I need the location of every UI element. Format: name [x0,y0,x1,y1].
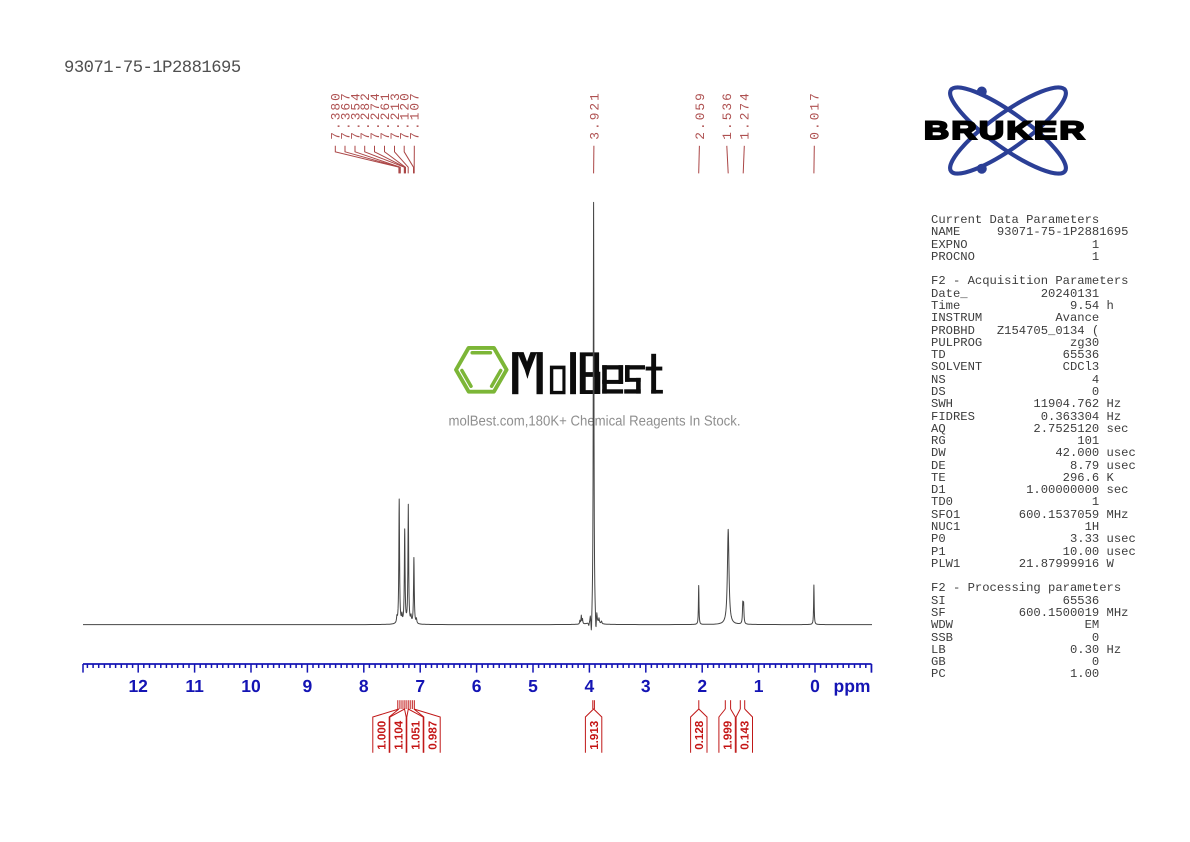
svg-text:2.059: 2.059 [693,93,708,140]
svg-text:3.921: 3.921 [587,93,602,140]
svg-text:7.213: 7.213 [388,93,403,140]
svg-text:11: 11 [185,676,204,696]
svg-text:12: 12 [128,676,148,696]
svg-text:7.120: 7.120 [398,93,413,140]
svg-text:1.051: 1.051 [409,720,422,750]
svg-text:7: 7 [415,676,425,696]
svg-text:0.017: 0.017 [808,93,823,140]
svg-text:1.000: 1.000 [375,721,388,750]
svg-text:0: 0 [810,676,820,696]
svg-text:7.380: 7.380 [329,93,344,140]
svg-text:1.999: 1.999 [722,720,735,750]
svg-text:4: 4 [585,676,595,696]
svg-text:1.913: 1.913 [588,720,601,750]
svg-text:7.282: 7.282 [358,93,373,140]
svg-text:7.367: 7.367 [338,93,353,140]
svg-text:1.274: 1.274 [738,93,753,140]
svg-text:2: 2 [697,676,707,696]
svg-text:6: 6 [472,676,482,696]
svg-text:BRUKER: BRUKER [924,117,1087,145]
svg-text:7.107: 7.107 [408,93,423,140]
svg-text:7.274: 7.274 [368,93,383,140]
svg-text:3: 3 [641,676,651,696]
svg-text:5: 5 [528,676,538,696]
svg-text:1.536: 1.536 [720,93,735,140]
svg-text:9: 9 [303,676,313,696]
svg-text:0.128: 0.128 [693,720,706,750]
svg-text:0.987: 0.987 [426,721,439,750]
svg-text:7.354: 7.354 [348,93,363,140]
svg-text:ppm: ppm [834,676,871,696]
svg-text:1.104: 1.104 [392,720,405,750]
svg-text:0.143: 0.143 [739,720,752,750]
svg-text:7.261: 7.261 [378,93,393,140]
svg-text:8: 8 [359,676,369,696]
svg-text:1: 1 [754,676,764,696]
svg-text:10: 10 [241,676,261,696]
